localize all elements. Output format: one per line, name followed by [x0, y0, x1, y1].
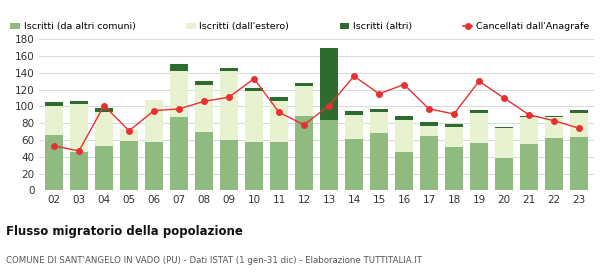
Bar [470, 113, 488, 143]
Bar [270, 101, 288, 142]
Bar [45, 102, 63, 106]
Bar [170, 117, 188, 190]
Bar [145, 142, 163, 190]
Bar [495, 128, 513, 158]
Bar [295, 116, 313, 190]
Bar [245, 88, 263, 91]
Bar [445, 127, 463, 147]
Bar [570, 113, 588, 137]
Bar [170, 71, 188, 117]
Bar [295, 86, 313, 116]
Bar [45, 135, 63, 190]
Text: COMUNE DI SANT'ANGELO IN VADO (PU) - Dati ISTAT (1 gen-31 dic) - Elaborazione TU: COMUNE DI SANT'ANGELO IN VADO (PU) - Dat… [6, 256, 422, 265]
Bar [420, 122, 438, 126]
Bar [320, 48, 338, 120]
Bar [270, 142, 288, 190]
Legend: Iscritti (da altri comuni), Iscritti (dall'estero), Iscritti (altri), Cancellati: Iscritti (da altri comuni), Iscritti (da… [10, 22, 589, 31]
Text: Flusso migratorio della popolazione: Flusso migratorio della popolazione [6, 225, 243, 238]
Bar [70, 152, 88, 190]
Bar [370, 112, 388, 133]
Bar [220, 140, 238, 190]
Bar [120, 129, 138, 141]
Bar [70, 104, 88, 152]
Bar [295, 83, 313, 86]
Bar [545, 138, 563, 190]
Bar [395, 116, 413, 120]
Bar [95, 146, 113, 190]
Bar [495, 127, 513, 128]
Bar [345, 139, 363, 190]
Bar [170, 64, 188, 71]
Bar [120, 141, 138, 190]
Bar [570, 137, 588, 190]
Bar [95, 112, 113, 146]
Bar [220, 68, 238, 71]
Bar [220, 71, 238, 140]
Bar [320, 120, 338, 190]
Bar [370, 109, 388, 112]
Bar [545, 116, 563, 117]
Bar [145, 100, 163, 142]
Bar [70, 101, 88, 104]
Bar [270, 97, 288, 101]
Bar [95, 108, 113, 112]
Bar [570, 110, 588, 113]
Bar [520, 144, 538, 190]
Bar [395, 120, 413, 152]
Bar [520, 116, 538, 117]
Bar [545, 117, 563, 138]
Bar [520, 117, 538, 144]
Bar [345, 111, 363, 115]
Bar [245, 91, 263, 142]
Bar [195, 85, 213, 132]
Bar [370, 133, 388, 190]
Bar [45, 106, 63, 135]
Bar [420, 126, 438, 136]
Bar [470, 110, 488, 113]
Bar [495, 158, 513, 190]
Bar [395, 152, 413, 190]
Bar [420, 136, 438, 190]
Bar [245, 142, 263, 190]
Bar [445, 124, 463, 127]
Bar [195, 81, 213, 85]
Bar [445, 147, 463, 190]
Bar [195, 132, 213, 190]
Bar [470, 143, 488, 190]
Bar [345, 115, 363, 139]
